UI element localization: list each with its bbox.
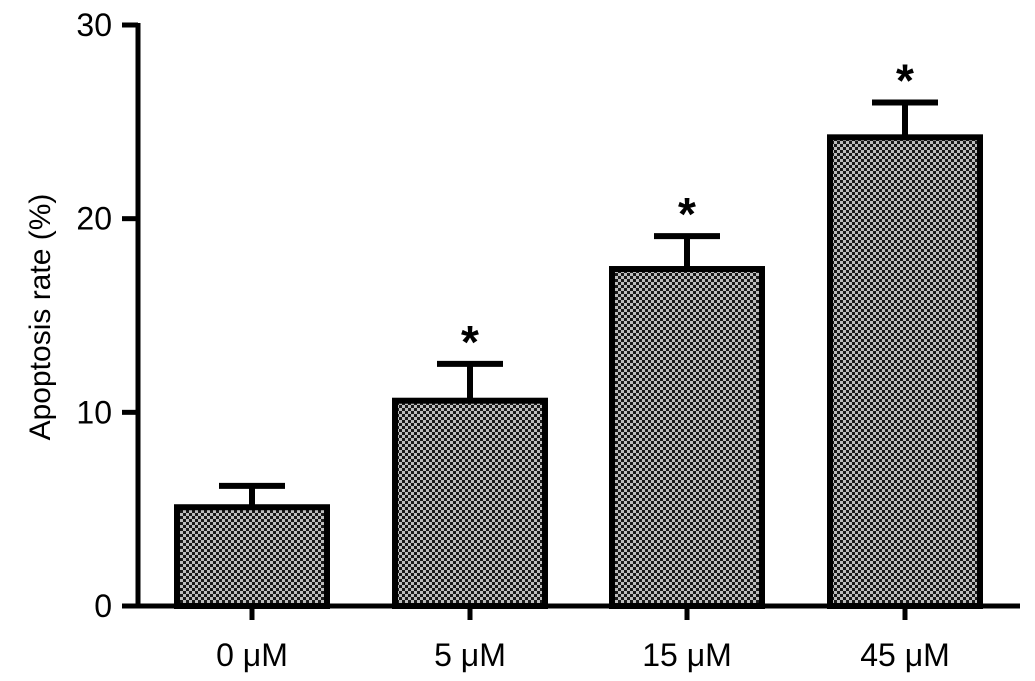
x-tick-label-2: 15 μM — [642, 637, 732, 673]
significance-group: * * * — [461, 54, 914, 367]
error-bars-group — [219, 99, 938, 508]
significance-marker-2: * — [678, 188, 696, 240]
bar-1 — [392, 397, 548, 610]
y-tick-label-0: 0 — [94, 588, 112, 624]
y-axis-label: Apoptosis rate (%) — [24, 194, 57, 441]
axes-group: 0 μM 5 μM 15 μM 45 μM 0 10 20 30 — [76, 7, 1020, 673]
significance-marker-1: * — [461, 316, 479, 368]
x-tick-label-3: 45 μM — [860, 637, 950, 673]
x-tick-label-0: 0 μM — [216, 637, 288, 673]
y-tick-label-3: 30 — [76, 7, 112, 43]
bar-2 — [609, 266, 765, 609]
bar-0 — [174, 504, 330, 610]
y-tick-label-1: 10 — [76, 394, 112, 430]
x-tick-label-1: 5 μM — [434, 637, 506, 673]
significance-marker-3: * — [896, 54, 914, 106]
bars-group — [174, 134, 983, 610]
bar-3 — [827, 134, 983, 609]
y-tick-label-2: 20 — [76, 201, 112, 237]
